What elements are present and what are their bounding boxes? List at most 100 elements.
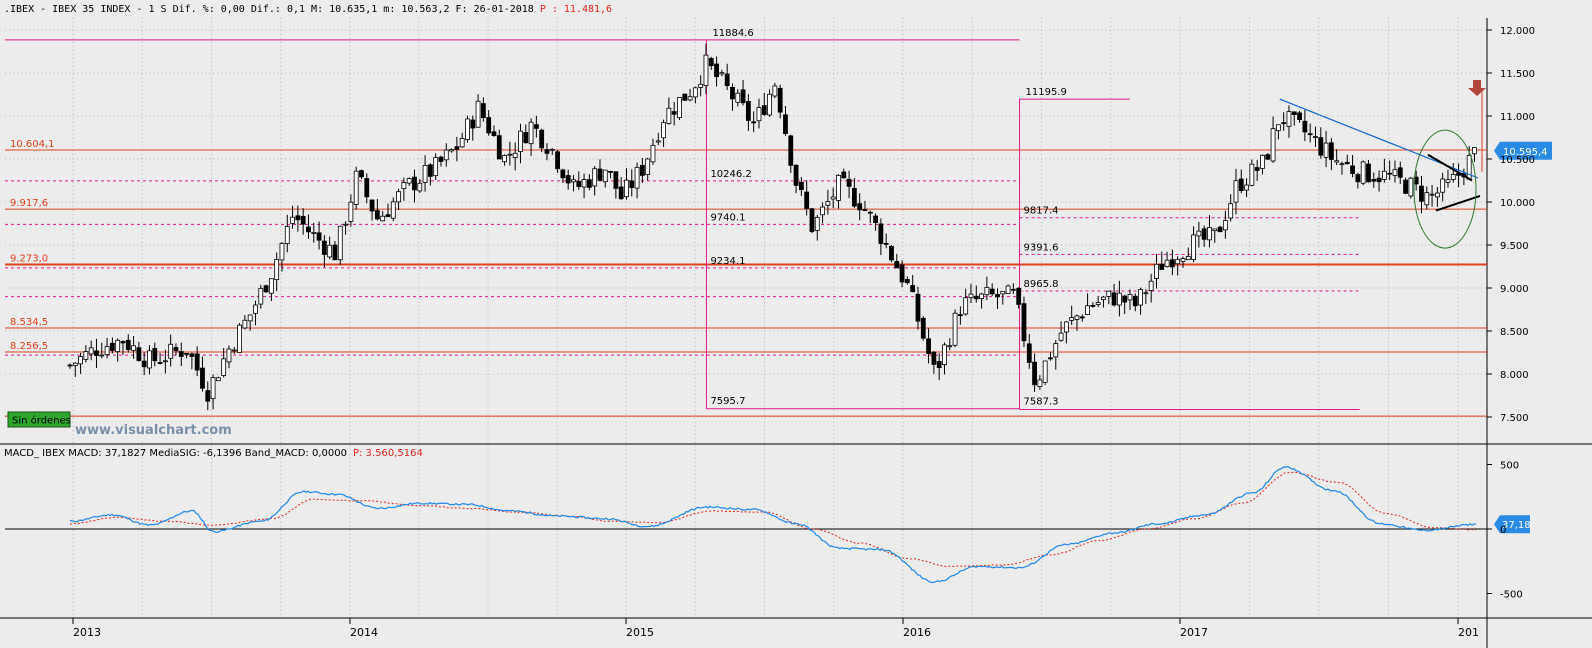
candle	[459, 132, 465, 148]
candle	[1445, 169, 1451, 188]
candle-body-up	[1063, 321, 1069, 333]
candle-body-up	[814, 216, 820, 231]
candle	[639, 157, 645, 184]
candle	[470, 115, 476, 141]
candle-body-down	[263, 285, 269, 293]
orders-badge[interactable]	[7, 411, 71, 428]
candle	[1222, 210, 1228, 239]
candle	[1010, 283, 1016, 294]
candle	[1265, 153, 1271, 161]
candle-body-down	[178, 351, 184, 357]
candle	[549, 148, 555, 155]
candle	[788, 134, 794, 173]
candle-body-down	[1010, 288, 1016, 291]
candle	[1376, 170, 1382, 192]
last-price-tag	[1494, 141, 1552, 160]
candle	[518, 123, 523, 164]
candle	[1371, 172, 1377, 188]
candle-body-up	[719, 72, 725, 75]
candle-body-up	[1270, 128, 1276, 162]
candle	[1387, 160, 1393, 181]
candle-body-down	[576, 181, 582, 187]
candle-body-down	[936, 361, 942, 369]
candle-body-down	[1355, 174, 1361, 183]
candle	[316, 221, 322, 250]
candle	[783, 105, 788, 136]
candle-body-up	[836, 174, 841, 201]
candle	[221, 347, 227, 378]
candle-body-up	[1143, 292, 1149, 295]
candle	[258, 284, 264, 309]
candle	[751, 111, 757, 133]
candle-body-down	[565, 175, 571, 184]
candle-body-down	[889, 245, 894, 261]
macd-value-label: 37,18	[1502, 520, 1531, 531]
range-high-label: 11884.6	[712, 28, 753, 39]
candle-body-up	[1154, 263, 1159, 279]
candle-body-down	[761, 105, 767, 115]
candle	[1048, 352, 1053, 361]
candle	[618, 177, 624, 200]
candle-body-down	[809, 208, 815, 232]
candle-body-down	[708, 58, 714, 67]
candle-body-up	[247, 314, 253, 322]
candle	[417, 179, 423, 193]
candle-body-up	[963, 297, 969, 315]
candle	[820, 202, 825, 224]
candle-body-up	[1286, 111, 1292, 127]
candle	[1275, 124, 1281, 140]
candle-body-down	[1387, 172, 1393, 175]
candle	[793, 164, 799, 194]
candle	[1169, 249, 1175, 276]
candle-body-up	[115, 339, 121, 353]
candle	[231, 346, 237, 354]
candle	[1419, 175, 1424, 214]
candle	[1344, 154, 1350, 165]
candle-body-up	[1275, 124, 1281, 132]
candle	[1116, 280, 1122, 317]
axes: 12.000 11.500 11.000 10.500 10.000 9.500 9.000…	[72, 26, 1535, 639]
candle-body-down	[904, 279, 910, 284]
candle	[804, 180, 810, 216]
candle	[465, 115, 470, 143]
candle	[295, 205, 301, 232]
candle	[989, 283, 995, 297]
candle	[502, 154, 507, 166]
candle-body-down	[125, 339, 131, 351]
candle-body-up	[984, 286, 990, 296]
candle	[851, 178, 857, 208]
candle-body-down	[1048, 357, 1053, 360]
candle-body-down	[300, 216, 306, 225]
candle-body-down	[321, 240, 327, 255]
retracement-label: 9234.1	[710, 256, 745, 267]
candle	[708, 56, 714, 70]
candle	[613, 171, 619, 199]
candle	[608, 170, 613, 179]
candle-body-down	[1366, 163, 1371, 183]
candle-body-up	[380, 215, 386, 222]
candle-body-up	[830, 196, 836, 200]
candle	[602, 169, 608, 188]
candle-body-up	[947, 345, 953, 348]
candle-body-down	[200, 367, 205, 389]
candle-body-down	[714, 63, 719, 77]
macd-tick-label: 500	[1500, 461, 1519, 472]
candlestick-series	[67, 43, 1477, 411]
candle-body-down	[1376, 177, 1382, 183]
candle	[883, 233, 889, 249]
candle-body-down	[724, 73, 730, 87]
candle-body-up	[634, 166, 640, 189]
candle-body-up	[1424, 192, 1430, 206]
candle-body-up	[666, 107, 672, 124]
macd-signal-line	[70, 471, 1476, 568]
candle	[1254, 160, 1260, 181]
y-tick-label: 8.500	[1500, 327, 1529, 338]
candle	[1164, 251, 1170, 268]
candle	[396, 188, 401, 210]
candle-body-down	[120, 340, 126, 344]
candle-body-up	[528, 121, 534, 145]
candle-body-down	[862, 209, 868, 211]
candle-body-down	[804, 191, 810, 209]
candle-body-down	[730, 86, 735, 100]
candle	[841, 168, 847, 179]
